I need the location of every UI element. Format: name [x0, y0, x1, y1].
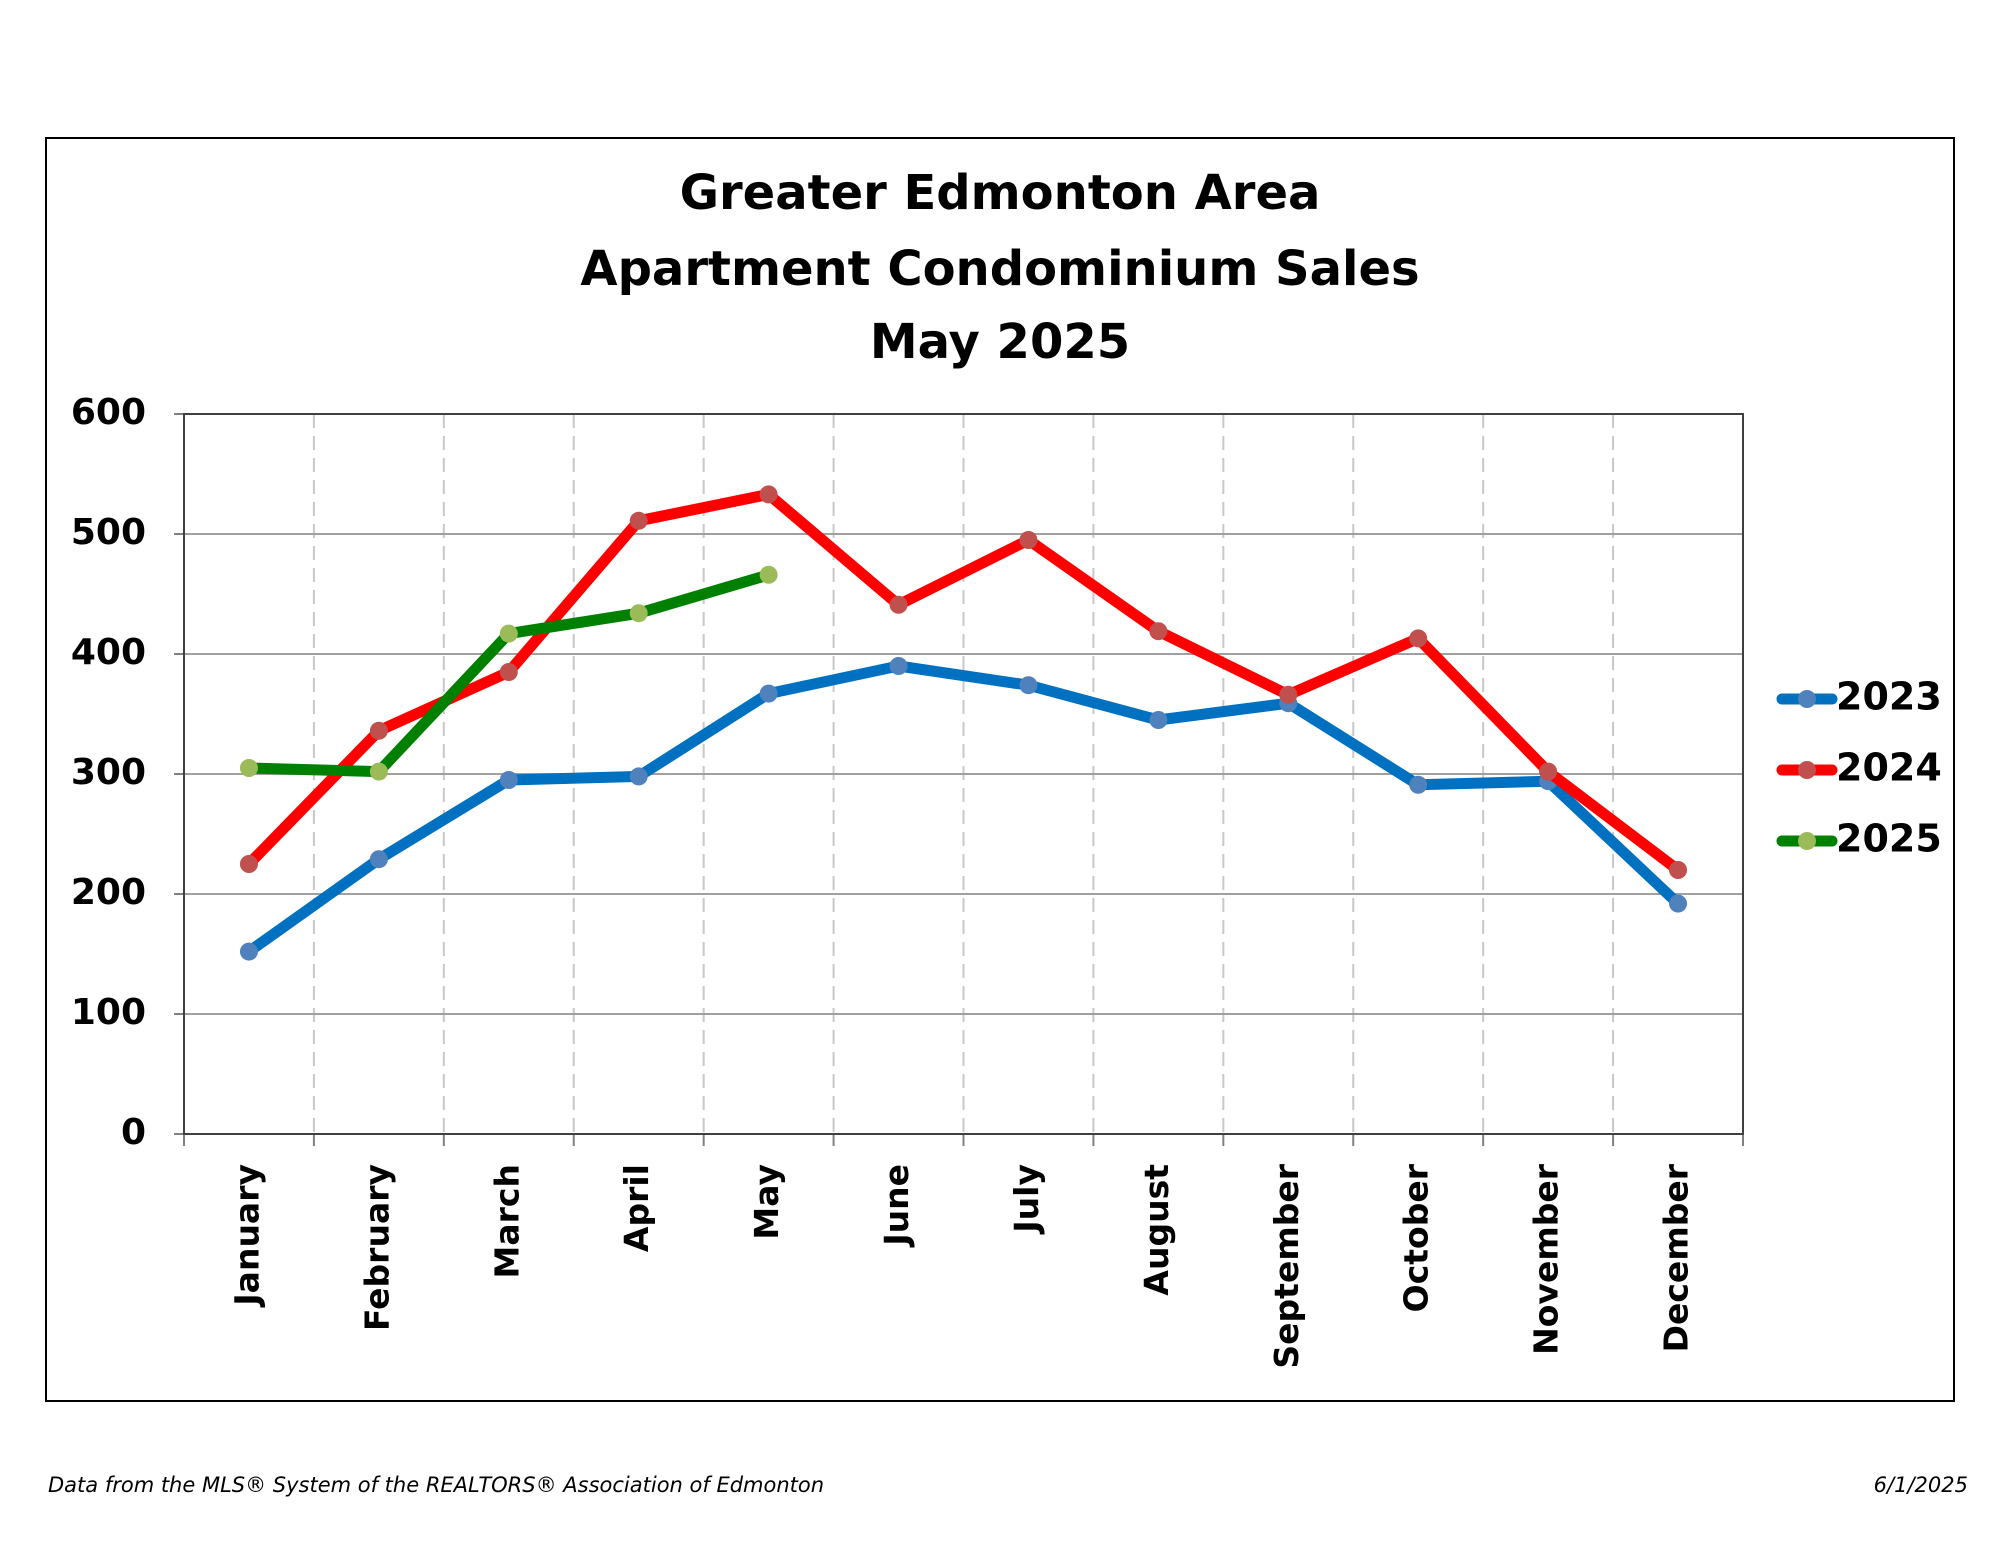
data-point [499, 624, 518, 643]
x-tick-label: April [617, 1164, 656, 1252]
legend-label: 2023 [1836, 675, 1942, 719]
data-point [239, 855, 258, 873]
legend-label: 2025 [1836, 817, 1942, 861]
x-tick-label: December [1657, 1163, 1696, 1352]
data-point [499, 663, 518, 681]
data-point [1409, 629, 1428, 648]
data-point [629, 511, 648, 530]
data-point [1019, 531, 1038, 549]
data-point [759, 684, 778, 703]
data-point [889, 595, 908, 614]
data-point [369, 850, 388, 869]
chart-title: May 2025 [870, 314, 1130, 370]
data-point [629, 604, 648, 623]
data-point [1669, 861, 1688, 879]
x-tick-label: August [1137, 1164, 1176, 1296]
data-point [1279, 685, 1298, 704]
legend-label: 2024 [1836, 746, 1942, 790]
x-tick-label: March [487, 1164, 526, 1278]
y-tick-label: 200 [71, 872, 146, 913]
plot-border [183, 413, 1744, 1135]
x-tick-label: January [227, 1164, 266, 1308]
data-point [759, 485, 778, 504]
chart-title: Apartment Condominium Sales [580, 241, 1419, 297]
data-point [1669, 894, 1688, 913]
footer-date: 6/1/2025 [1874, 1473, 1968, 1497]
data-point [369, 721, 388, 740]
chart-title: Greater Edmonton Area [680, 165, 1321, 221]
data-point [629, 767, 648, 786]
y-tick-label: 600 [71, 392, 146, 433]
x-tick-label: October [1397, 1163, 1436, 1312]
data-point [1409, 775, 1428, 794]
data-point [239, 759, 258, 777]
data-point [889, 657, 908, 675]
y-tick-label: 300 [71, 752, 146, 793]
data-point [759, 565, 778, 584]
x-tick-label: November [1527, 1163, 1566, 1355]
x-tick-label: February [357, 1164, 396, 1331]
x-tick-label: June [877, 1164, 916, 1248]
data-point [1019, 676, 1038, 695]
footer-source: Data from the MLS® System of the REALTOR… [48, 1473, 824, 1497]
x-tick-label: May [747, 1164, 786, 1240]
series-line [243, 660, 1684, 958]
data-point [369, 762, 388, 781]
x-tick-label: July [1007, 1164, 1046, 1235]
y-tick-label: 500 [71, 512, 146, 553]
legend-marker [1798, 761, 1816, 779]
series-line [243, 488, 1684, 876]
y-tick-label: 0 [121, 1112, 146, 1153]
legend-marker [1798, 690, 1816, 708]
legend-marker [1798, 832, 1816, 850]
data-point [1149, 622, 1168, 641]
y-tick-label: 100 [71, 992, 146, 1033]
data-point [1539, 762, 1558, 781]
y-tick-label: 400 [71, 632, 146, 673]
data-point [1149, 711, 1168, 729]
x-tick-label: September [1267, 1163, 1306, 1368]
data-point [499, 771, 518, 789]
data-point [239, 942, 258, 961]
